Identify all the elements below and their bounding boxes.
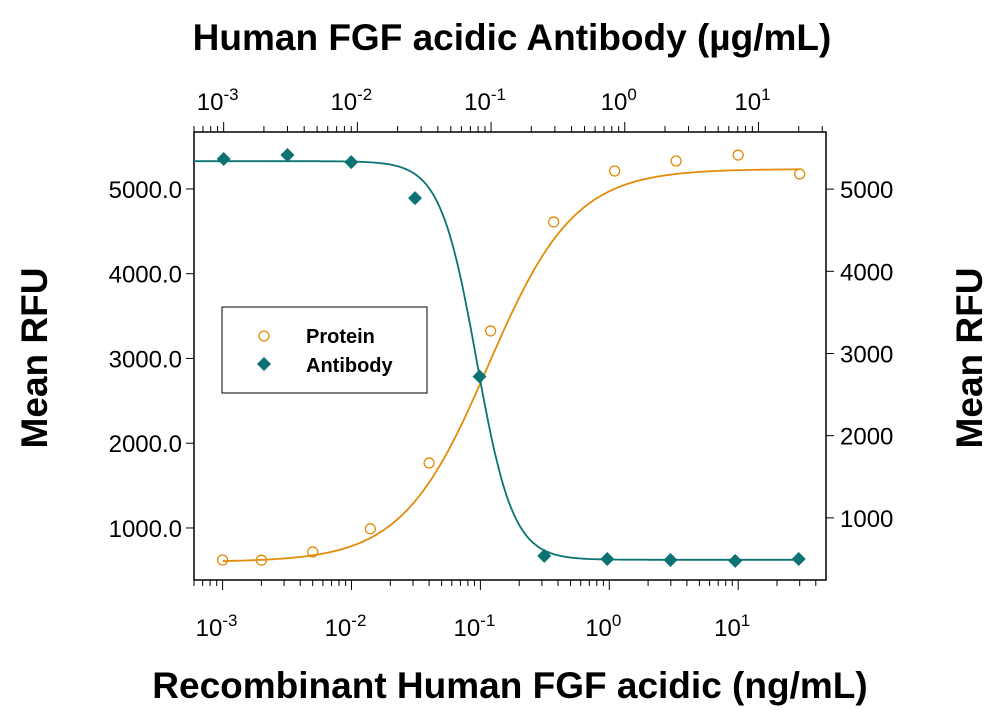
data-point-antibody	[663, 552, 678, 567]
fit-curve-antibody	[194, 160, 799, 561]
data-point-protein	[732, 149, 744, 161]
data-point-protein	[608, 165, 621, 177]
data-point-antibody	[472, 369, 487, 384]
data-point-antibody	[280, 148, 295, 163]
plot-frame	[193, 131, 827, 581]
x-top-tick-label: 101	[734, 85, 770, 116]
data-point-antibody	[537, 548, 552, 563]
data-point-protein	[484, 325, 497, 337]
y-right-tick-label: 4000	[840, 259, 893, 286]
top-axis-title: Human FGF acidic Antibody (µg/mL)	[193, 17, 832, 58]
x-top-tick-label: 10-3	[197, 85, 239, 116]
data-point-protein	[255, 554, 268, 566]
y-left-tick-label: 1000.0	[109, 516, 182, 543]
y-left-tick-label: 5000.0	[109, 177, 182, 204]
y-left-tick-label: 4000.0	[109, 262, 182, 289]
data-point-protein	[794, 168, 806, 180]
legend-box	[221, 306, 428, 394]
legend-label-antibody: Antibody	[306, 355, 394, 377]
legend: Protein Antibody	[221, 306, 428, 394]
x-top-tick-label: 100	[601, 85, 637, 116]
x-bottom-tick-label: 10-1	[453, 611, 495, 642]
data-point-antibody	[344, 155, 359, 170]
data-point-protein	[364, 523, 376, 535]
y-right-tick-label: 2000	[840, 424, 893, 451]
data-point-protein	[307, 546, 319, 558]
legend-marker-protein	[258, 330, 270, 342]
y-left-tick-label: 2000.0	[109, 431, 182, 458]
legend-marker-antibody	[257, 357, 271, 371]
y-right-tick-label: 1000	[840, 506, 893, 533]
x-axis-title: Recombinant Human FGF acidic (ng/mL)	[152, 665, 867, 706]
data-point-antibody	[216, 152, 231, 167]
x-bottom-tick-label: 10-2	[325, 611, 367, 642]
x-bottom-tick-label: 10-3	[196, 611, 238, 642]
data-point-antibody	[600, 551, 615, 566]
data-point-protein	[547, 216, 560, 228]
x-bottom-tick-label: 100	[585, 611, 621, 642]
data-point-protein	[216, 554, 229, 566]
data-point-antibody	[791, 551, 806, 566]
x-bottom-tick-label: 101	[714, 611, 750, 642]
data-point-antibody	[728, 553, 743, 568]
y-axis-title-right: Mean RFU	[949, 268, 990, 449]
y-left-tick-label: 3000.0	[109, 346, 182, 373]
data-point-protein	[670, 155, 682, 167]
x-top-tick-label: 10-2	[330, 85, 372, 116]
x-top-tick-label: 10-1	[464, 85, 506, 116]
fit-curve-protein	[222, 168, 800, 562]
data-point-protein	[423, 457, 435, 469]
y-right-tick-label: 5000	[840, 177, 893, 204]
y-axis-title-left: Mean RFU	[14, 268, 55, 449]
data-point-antibody	[408, 191, 423, 206]
legend-label-protein: Protein	[306, 326, 375, 348]
y-right-tick-label: 3000	[840, 341, 893, 368]
